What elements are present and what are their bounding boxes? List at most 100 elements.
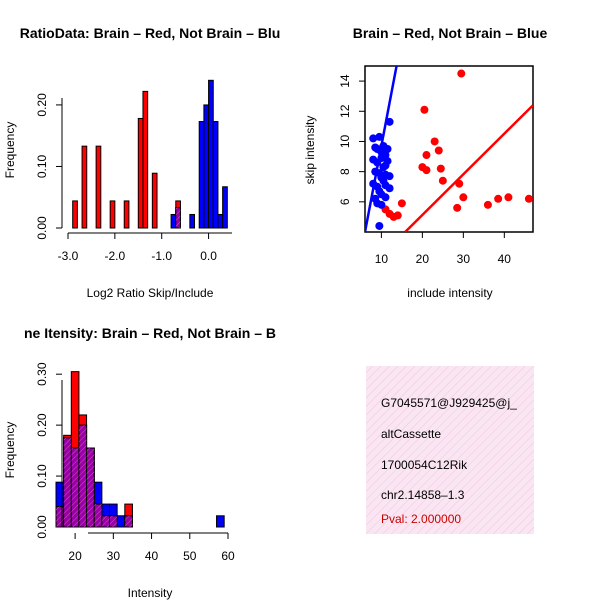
intensity-histogram-x-ticks: 20 30 40 50 60 xyxy=(68,533,235,563)
intensity-histogram-y-label: Frequency xyxy=(3,422,17,479)
scatter-point-brain xyxy=(504,193,513,202)
y-tick-label: 10 xyxy=(338,134,352,148)
bar-not-brain xyxy=(212,121,219,229)
bar-not-brain xyxy=(208,79,214,229)
bar-overlap-hatch xyxy=(78,425,87,527)
scatter-plot-box xyxy=(364,65,534,233)
y-tick-label: 14 xyxy=(338,74,352,88)
ratio-histogram-x-label: Log2 Ratio Skip/Include xyxy=(87,286,214,300)
scatter-point-not-brain xyxy=(377,200,386,209)
scatter-point-brain xyxy=(389,212,398,221)
bar-overlap-hatch xyxy=(71,448,79,527)
x-tick-label: 40 xyxy=(498,252,512,266)
bar-not-brain xyxy=(116,515,126,528)
intensity-histogram-bars xyxy=(55,371,225,528)
y-tick-label: 0.30 xyxy=(35,362,49,386)
y-tick-label: 0.00 xyxy=(35,216,49,240)
scatter-point-not-brain xyxy=(385,184,394,193)
bar-not-brain xyxy=(203,104,210,229)
scatter-point-brain xyxy=(434,146,443,155)
event-type: altCassette xyxy=(381,427,441,441)
bar-brain xyxy=(123,200,130,229)
ratio-histogram-x-ticks: -3.0 -2.0 -1.0 0.0 xyxy=(58,233,217,263)
bar-overlap-hatch xyxy=(86,448,95,527)
y-tick-label: 12 xyxy=(338,104,352,118)
scatter-point-not-brain xyxy=(385,117,394,126)
p-value: Pval: 2.000000 xyxy=(381,512,461,526)
y-tick-label: 0.20 xyxy=(35,413,49,437)
intensity-histogram-title: ne Itensity: Brain – Red, Not Brain – B xyxy=(24,325,276,341)
scatter-point-not-brain xyxy=(383,157,392,166)
x-tick-label: -1.0 xyxy=(151,249,172,263)
x-tick-label: 20 xyxy=(68,549,82,563)
bar-brain xyxy=(109,200,116,229)
scatter-point-not-brain xyxy=(381,193,390,202)
bar-overlap-hatch xyxy=(101,515,110,527)
x-tick-label: 40 xyxy=(145,549,159,563)
ratio-histogram-y-label: Frequency xyxy=(3,122,17,179)
scatter-title: Brain – Red, Not Brain – Blue xyxy=(353,25,548,41)
bar-overlap-hatch xyxy=(124,515,133,527)
scatter-point-brain xyxy=(453,203,462,212)
scatter-point-not-brain xyxy=(375,132,384,141)
y-tick-label: 8 xyxy=(338,168,352,175)
y-tick-label: 0.00 xyxy=(35,515,49,539)
scatter-x-ticks: 10 20 30 40 xyxy=(375,232,512,266)
scatter-point-not-brain xyxy=(385,172,394,181)
gene-name: 1700054C12Rik xyxy=(381,458,468,472)
bar-brain xyxy=(151,172,158,229)
intensity-histogram-panel: ne Itensity: Brain – Red, Not Brain – B … xyxy=(3,325,276,600)
ratio-histogram-panel: RatioData: Brain – Red, Not Brain – Blu … xyxy=(3,25,280,300)
x-tick-label: 20 xyxy=(416,252,430,266)
y-tick-label: 0.20 xyxy=(35,93,49,117)
ratio-histogram-y-ticks: 0.00 0.10 0.20 xyxy=(35,93,62,240)
scatter-point-brain xyxy=(436,164,445,173)
bar-overlap-hatch xyxy=(63,437,72,527)
bar-not-brain xyxy=(189,213,196,229)
x-tick-label: 50 xyxy=(183,549,197,563)
scatter-y-ticks: 6 8 10 12 14 xyxy=(338,74,365,205)
x-tick-label: 60 xyxy=(221,549,235,563)
scatter-panel: Brain – Red, Not Brain – Blue 10 20 30 40 6… xyxy=(303,25,547,300)
y-tick-label: 0.10 xyxy=(35,154,49,178)
x-tick-label: -2.0 xyxy=(105,249,126,263)
info-panel-background xyxy=(366,366,534,534)
scatter-point-brain xyxy=(457,69,466,78)
bar-brain xyxy=(95,145,102,229)
x-tick-label: 10 xyxy=(375,252,389,266)
scatter-point-brain xyxy=(422,151,431,160)
scatter-point-brain xyxy=(438,176,447,185)
scatter-point-brain xyxy=(459,193,468,202)
bar-not-brain xyxy=(216,515,225,528)
intensity-histogram-x-label: Intensity xyxy=(128,586,173,600)
scatter-point-brain xyxy=(430,137,439,146)
x-tick-label: 30 xyxy=(457,252,471,266)
scatter-marks xyxy=(365,66,533,232)
info-panel: G7045571@J929425@j_ altCassette 1700054C… xyxy=(366,366,534,534)
bar-overlap-hatch xyxy=(109,515,118,527)
scatter-point-brain xyxy=(524,194,533,203)
ratio-histogram-bars xyxy=(72,79,228,229)
scatter-point-brain xyxy=(483,200,492,209)
y-tick-label: 0.10 xyxy=(35,464,49,488)
bar-brain xyxy=(81,145,88,229)
x-tick-label: 30 xyxy=(107,549,121,563)
scatter-point-brain xyxy=(420,105,429,114)
scatter-point-brain xyxy=(455,179,464,188)
bar-not-brain xyxy=(217,213,224,229)
scatter-point-not-brain xyxy=(377,154,386,163)
bar-overlap-hatch xyxy=(94,504,102,527)
scatter-point-not-brain xyxy=(383,145,392,153)
bar-overlap-hatch xyxy=(175,207,181,228)
scatter-point-brain xyxy=(397,199,406,208)
scatter-y-label: skip intensity xyxy=(303,116,317,185)
fit-line-brain xyxy=(404,104,533,232)
x-tick-label: 0.0 xyxy=(200,249,217,263)
event-id: G7045571@J929425@j_ xyxy=(381,396,517,410)
genomic-location: chr2.14858–1.3 xyxy=(381,488,465,502)
scatter-point-not-brain xyxy=(375,221,384,230)
intensity-histogram-y-ticks: 0.00 0.10 0.20 0.30 xyxy=(35,362,62,539)
bar-brain xyxy=(72,200,78,229)
y-tick-label: 6 xyxy=(338,198,352,205)
